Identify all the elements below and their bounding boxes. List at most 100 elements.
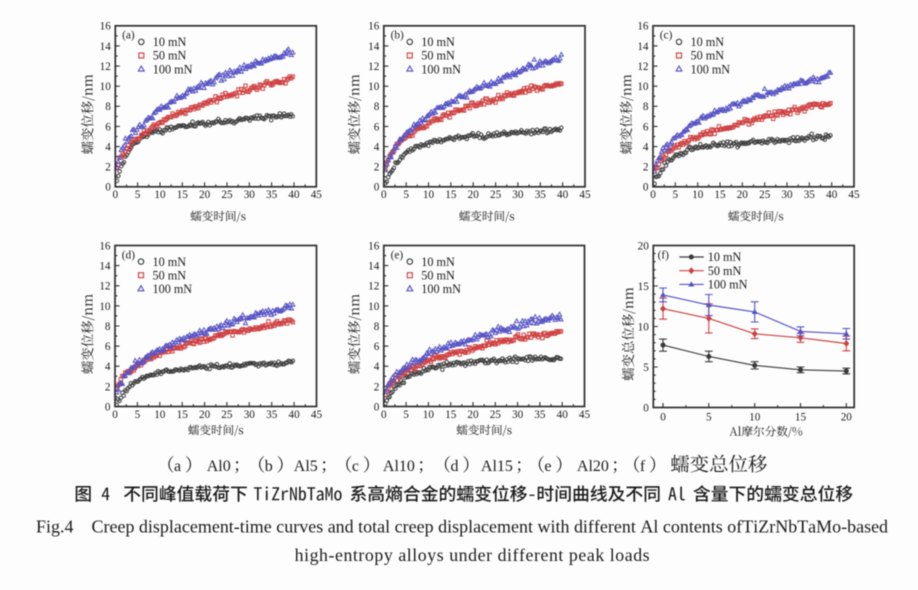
svg-text:2: 2 [105, 162, 111, 174]
svg-text:0: 0 [381, 409, 387, 421]
svg-text:100 mN: 100 mN [691, 62, 731, 76]
svg-text:40: 40 [557, 409, 569, 421]
svg-text:12: 12 [99, 281, 110, 293]
svg-text:45: 45 [848, 189, 860, 201]
svg-text:8: 8 [374, 321, 380, 333]
svg-text:c: c [352, 458, 359, 475]
svg-text:100 mN: 100 mN [421, 62, 461, 76]
svg-text:10 mN: 10 mN [691, 35, 725, 49]
svg-text:20: 20 [737, 189, 749, 201]
svg-text:16: 16 [637, 21, 649, 33]
svg-text:12: 12 [368, 61, 379, 73]
svg-text:35: 35 [266, 189, 278, 201]
svg-text:45: 45 [579, 189, 591, 201]
svg-text:20: 20 [467, 409, 479, 421]
svg-text:12: 12 [637, 61, 648, 73]
svg-text:10: 10 [368, 81, 380, 93]
svg-text:12: 12 [368, 281, 379, 293]
svg-text:50 mN: 50 mN [691, 49, 725, 63]
svg-text:14: 14 [99, 261, 111, 273]
svg-text:4: 4 [374, 142, 380, 154]
svg-text:5: 5 [403, 189, 409, 201]
svg-text:35: 35 [804, 189, 816, 201]
svg-text:40: 40 [557, 189, 569, 201]
svg-text:2: 2 [643, 162, 649, 174]
svg-text:10 mN: 10 mN [421, 35, 455, 49]
svg-text:14: 14 [100, 41, 112, 53]
svg-text:50 mN: 50 mN [708, 264, 742, 278]
svg-text:6: 6 [643, 121, 649, 133]
svg-text:45: 45 [311, 189, 323, 201]
svg-text:40: 40 [288, 189, 300, 201]
svg-text:50 mN: 50 mN [153, 268, 187, 282]
svg-text:0: 0 [105, 401, 111, 413]
svg-text:Al15: Al15 [481, 458, 513, 475]
svg-text:100 mN: 100 mN [153, 62, 193, 76]
svg-text:0: 0 [374, 182, 380, 194]
svg-text:Al5: Al5 [294, 458, 318, 475]
svg-text:10: 10 [100, 81, 112, 93]
svg-text:20: 20 [199, 189, 211, 201]
svg-text:15: 15 [638, 281, 650, 293]
svg-text:4: 4 [643, 142, 649, 154]
svg-text:10 mN: 10 mN [421, 255, 455, 269]
svg-text:(b): (b) [391, 30, 404, 42]
svg-text:5: 5 [643, 362, 649, 374]
svg-text:20: 20 [468, 189, 480, 201]
svg-text:16: 16 [99, 240, 111, 252]
svg-text:0: 0 [381, 189, 387, 201]
svg-text:20: 20 [638, 240, 650, 252]
svg-text:100 mN: 100 mN [153, 282, 193, 296]
svg-text:(c): (c) [660, 30, 673, 42]
svg-text:8: 8 [105, 101, 111, 113]
svg-text:16: 16 [368, 240, 380, 252]
svg-text:16: 16 [100, 21, 112, 33]
svg-text:6: 6 [374, 341, 380, 353]
svg-text:(a): (a) [122, 30, 135, 42]
svg-text:0: 0 [650, 189, 656, 201]
svg-text:e: e [544, 458, 551, 475]
svg-text:Al10: Al10 [383, 458, 415, 475]
svg-text:5: 5 [135, 189, 141, 201]
svg-text:14: 14 [368, 261, 380, 273]
svg-text:Fig.4 Creep displacement-ti: Fig.4 Creep displacement-time curves and… [36, 516, 888, 536]
svg-text:25: 25 [490, 189, 502, 201]
svg-text:45: 45 [311, 409, 323, 421]
svg-text:5: 5 [135, 409, 141, 421]
svg-text:6: 6 [374, 121, 380, 133]
svg-text:0: 0 [643, 182, 649, 194]
svg-text:8: 8 [374, 101, 380, 113]
svg-text:a: a [174, 458, 181, 475]
svg-text:14: 14 [368, 41, 380, 53]
svg-text:15: 15 [177, 189, 189, 201]
svg-text:10 mN: 10 mN [708, 250, 742, 264]
svg-text:15: 15 [445, 409, 457, 421]
svg-text:Al0: Al0 [207, 458, 231, 475]
svg-text:2: 2 [374, 162, 380, 174]
svg-text:0: 0 [374, 401, 380, 413]
svg-text:15: 15 [177, 409, 189, 421]
svg-text:5: 5 [403, 409, 409, 421]
svg-text:25: 25 [221, 189, 233, 201]
svg-text:10: 10 [368, 301, 380, 313]
svg-text:30: 30 [781, 189, 793, 201]
svg-text:25: 25 [759, 189, 771, 201]
svg-text:0: 0 [112, 409, 118, 421]
svg-text:6: 6 [105, 121, 111, 133]
svg-text:10: 10 [637, 81, 649, 93]
svg-text:45: 45 [579, 409, 591, 421]
svg-text:0: 0 [660, 412, 666, 424]
svg-text:0: 0 [113, 189, 119, 201]
svg-text:4: 4 [105, 361, 111, 373]
svg-text:50 mN: 50 mN [421, 268, 455, 282]
svg-text:10: 10 [692, 189, 704, 201]
svg-text:25: 25 [221, 409, 233, 421]
svg-text:20: 20 [841, 412, 853, 424]
svg-text:15: 15 [795, 412, 807, 424]
svg-text:4: 4 [105, 142, 111, 154]
svg-text:50 mN: 50 mN [153, 49, 187, 63]
svg-text:35: 35 [534, 409, 546, 421]
svg-text:10 mN: 10 mN [153, 35, 187, 49]
svg-text:25: 25 [490, 409, 502, 421]
svg-text:10: 10 [423, 189, 435, 201]
